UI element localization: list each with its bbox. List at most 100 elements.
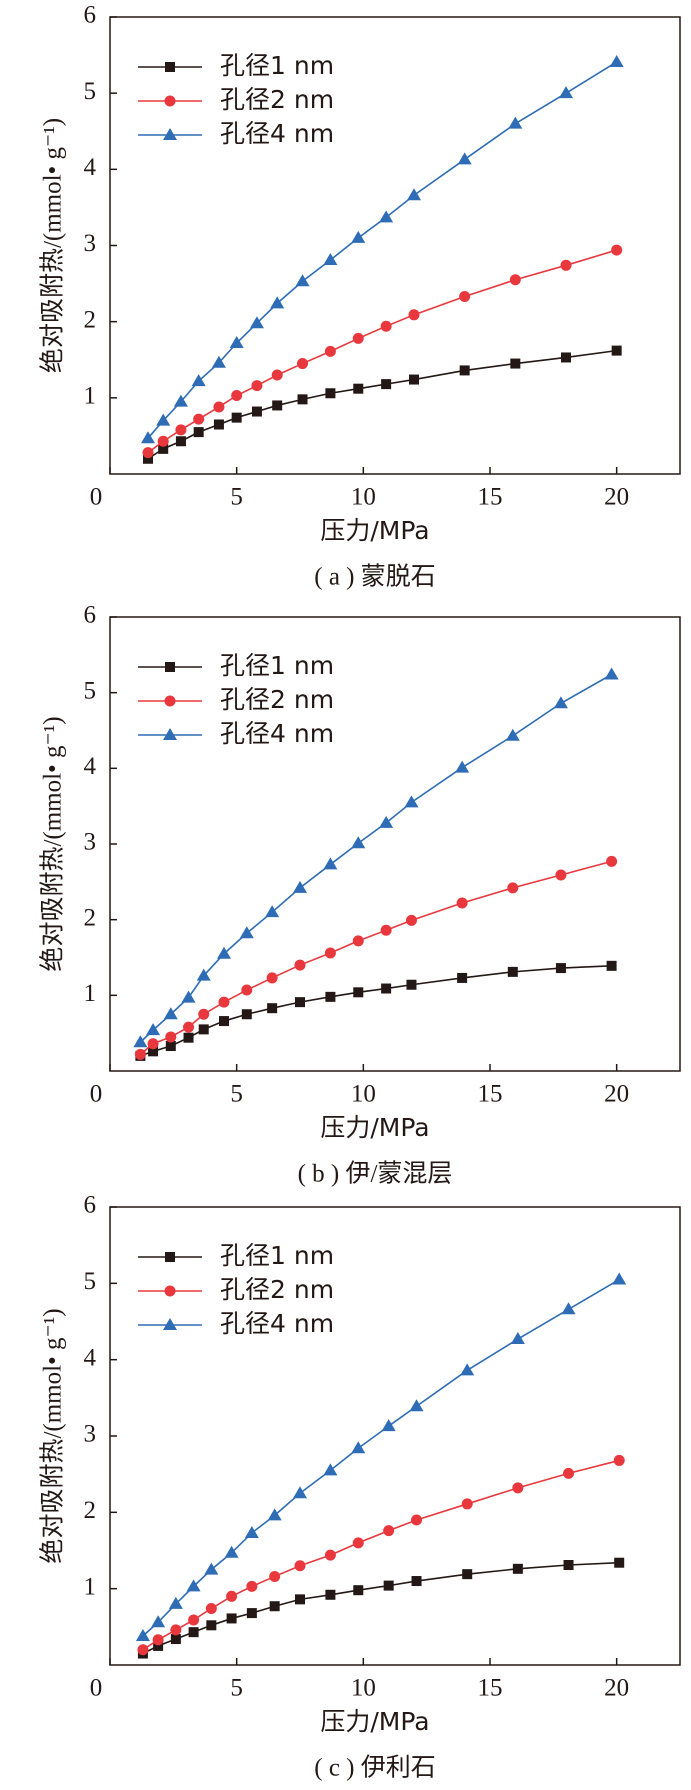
- marker: [165, 1031, 177, 1043]
- marker: [352, 935, 364, 947]
- marker: [157, 435, 169, 447]
- marker: [165, 1252, 175, 1262]
- marker: [135, 1628, 150, 1641]
- marker: [204, 1562, 219, 1575]
- legend-label: 孔径2 nm: [220, 685, 334, 714]
- marker: [460, 1363, 475, 1376]
- marker: [134, 1048, 146, 1060]
- marker: [218, 996, 230, 1008]
- legend-label: 孔径1 nm: [220, 1241, 334, 1270]
- marker: [351, 836, 366, 849]
- marker: [563, 1560, 574, 1571]
- x-tick-label: 0: [90, 1081, 103, 1108]
- y-tick-label: 5: [84, 677, 97, 704]
- marker: [404, 795, 419, 808]
- marker: [226, 1613, 237, 1624]
- legend-label: 孔径2 nm: [220, 1275, 334, 1304]
- marker: [294, 1560, 306, 1572]
- marker: [381, 983, 392, 994]
- marker: [181, 990, 196, 1003]
- marker: [165, 662, 175, 672]
- y-tick-label: 3: [84, 230, 97, 257]
- x-tick-label: 15: [478, 484, 503, 511]
- marker: [407, 188, 421, 201]
- marker: [353, 1585, 364, 1596]
- marker: [351, 230, 366, 243]
- marker: [323, 252, 338, 265]
- marker: [325, 991, 336, 1002]
- marker: [512, 1482, 524, 1494]
- marker: [244, 1525, 259, 1538]
- marker: [379, 210, 394, 223]
- marker: [611, 244, 623, 256]
- legend-label: 孔径4 nm: [220, 1309, 334, 1338]
- marker: [559, 86, 573, 99]
- marker: [561, 352, 571, 363]
- marker: [609, 54, 624, 67]
- marker: [165, 1041, 176, 1052]
- x-tick-label: 0: [90, 1675, 103, 1702]
- marker: [383, 1580, 394, 1591]
- marker: [241, 984, 253, 996]
- marker: [457, 152, 472, 165]
- marker: [411, 1514, 423, 1526]
- plot-frame: [109, 1206, 681, 1666]
- x-tick-label: 15: [478, 1675, 503, 1702]
- y-tick-label: 2: [84, 1497, 97, 1524]
- y-tick-label: 6: [84, 602, 97, 629]
- x-tick-label: 10: [351, 484, 376, 511]
- y-tick-label: 2: [84, 306, 97, 333]
- x-tick-label: 5: [230, 1675, 243, 1702]
- x-tick-label: 5: [230, 1081, 243, 1108]
- marker: [224, 1545, 239, 1558]
- legend-label: 孔径4 nm: [220, 119, 334, 148]
- marker: [231, 390, 243, 402]
- marker: [170, 1634, 181, 1645]
- x-axis-label: 压力/MPa: [320, 516, 429, 545]
- x-axis-label: 压力/MPa: [320, 1707, 429, 1736]
- marker: [164, 1285, 176, 1297]
- marker: [510, 358, 521, 369]
- marker: [507, 882, 519, 894]
- x-tick-label: 0: [90, 484, 103, 511]
- caption: ( a ) 蒙脱石: [314, 563, 436, 591]
- marker: [461, 1498, 473, 1510]
- marker: [241, 1009, 252, 1020]
- marker: [183, 1032, 194, 1043]
- x-tick-label: 10: [351, 1675, 376, 1702]
- y-axis-label: 绝对吸附热/(mmol• g⁻¹): [39, 118, 67, 373]
- marker: [325, 1589, 336, 1600]
- marker: [165, 62, 175, 72]
- marker: [246, 1580, 258, 1592]
- marker: [213, 419, 224, 430]
- marker: [409, 374, 419, 385]
- marker: [613, 1454, 625, 1466]
- marker: [352, 1537, 364, 1549]
- marker: [383, 1525, 395, 1537]
- x-tick-label: 20: [604, 1675, 629, 1702]
- marker: [408, 309, 420, 321]
- marker: [459, 291, 471, 303]
- marker: [163, 128, 177, 140]
- marker: [352, 332, 364, 344]
- y-tick-label: 2: [84, 904, 97, 931]
- marker: [191, 374, 206, 387]
- marker: [146, 1023, 161, 1036]
- y-axis-label: 绝对吸附热/(mmol• g⁻¹): [39, 716, 67, 971]
- series-line: [142, 1278, 620, 1637]
- y-tick-label: 1: [84, 1573, 97, 1600]
- marker: [249, 316, 264, 329]
- series-line: [139, 860, 612, 1055]
- marker: [193, 427, 204, 438]
- legend-label: 孔径1 nm: [220, 651, 334, 680]
- marker: [158, 443, 169, 454]
- marker: [323, 1463, 338, 1476]
- marker: [186, 1579, 201, 1592]
- plot-frame: [109, 16, 681, 475]
- y-tick-label: 3: [84, 1421, 97, 1448]
- y-tick-label: 5: [84, 78, 97, 105]
- y-tick-label: 5: [84, 1268, 97, 1295]
- marker: [133, 1035, 148, 1048]
- x-tick-label: 20: [604, 1081, 629, 1108]
